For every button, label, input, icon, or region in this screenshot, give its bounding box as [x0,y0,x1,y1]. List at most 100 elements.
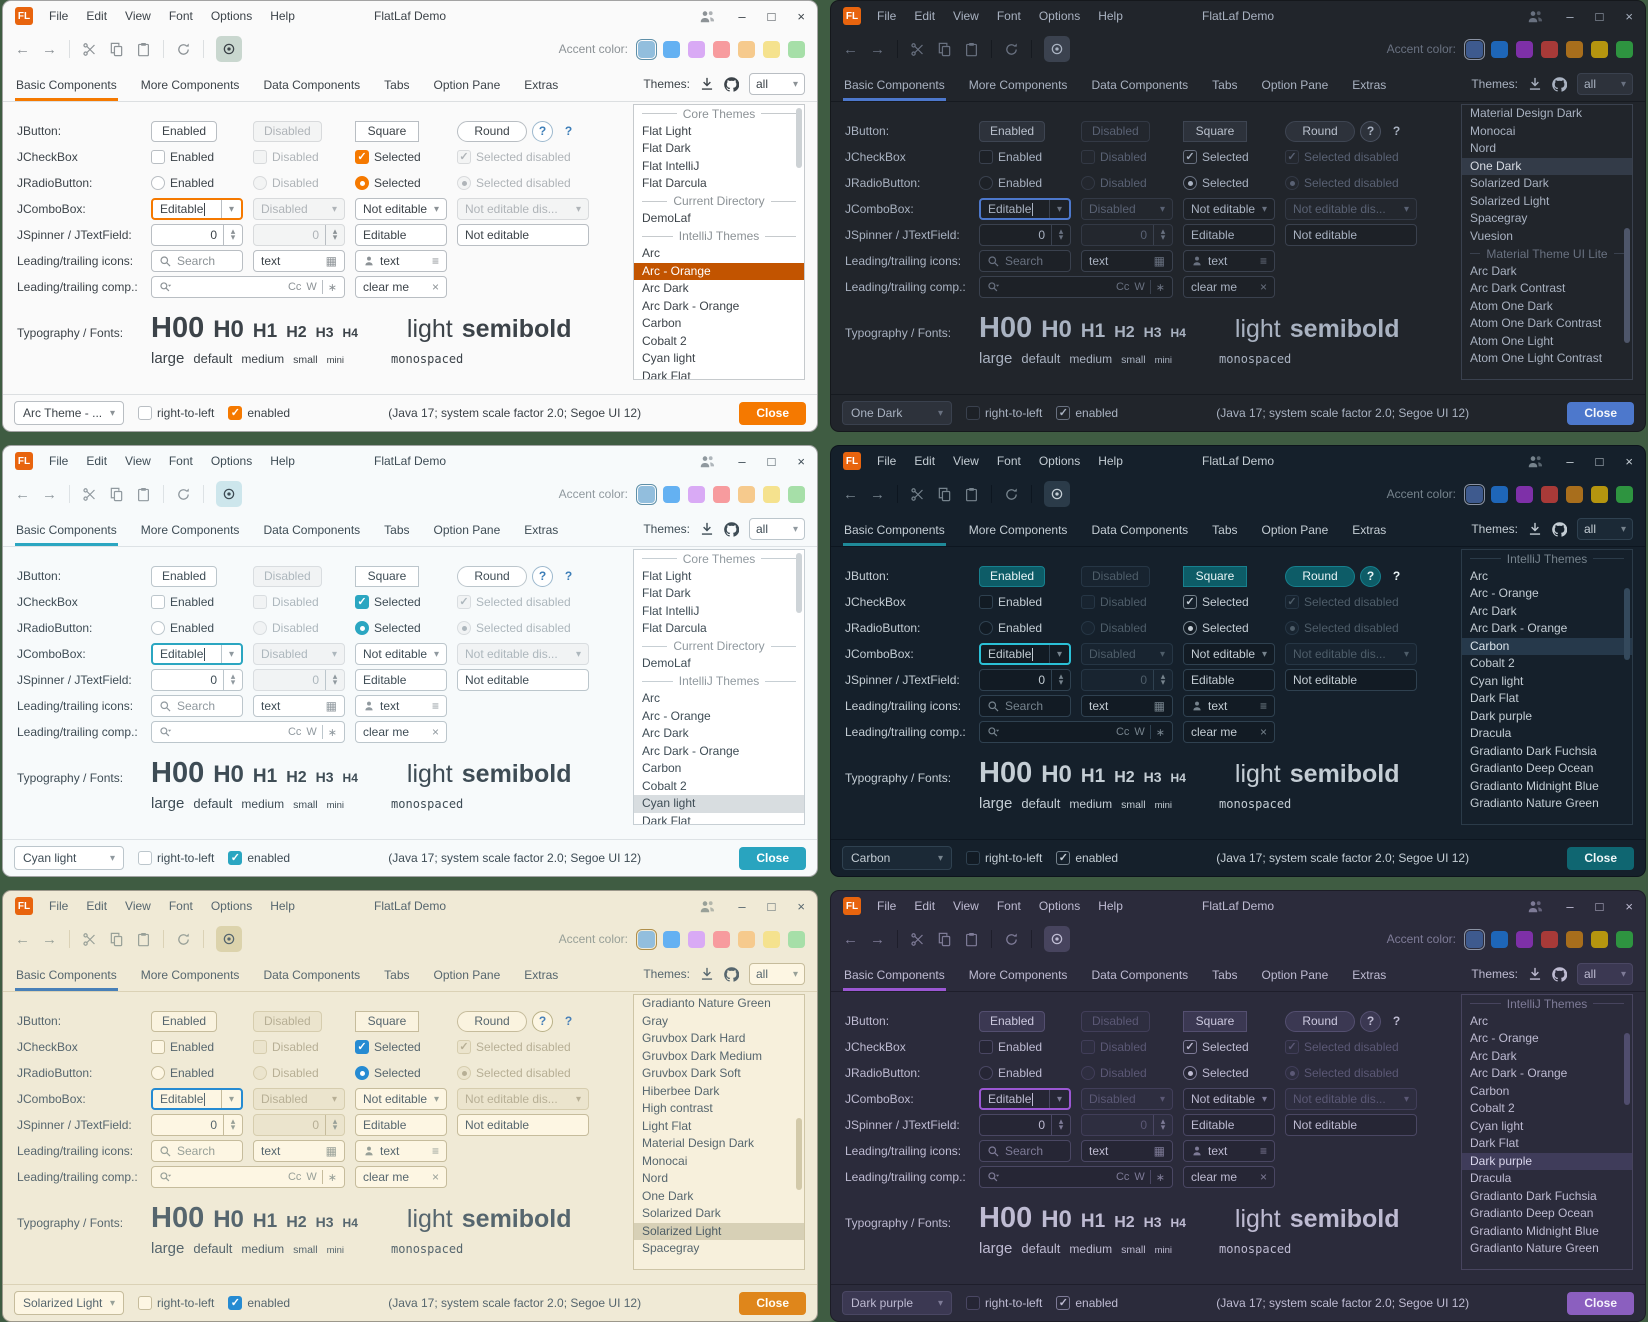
textfield-editable[interactable]: Editable [355,224,447,246]
combobox-arrow-icon[interactable]: ▾ [221,1090,241,1108]
clear-icon[interactable]: × [1259,280,1267,294]
help-button-borderless[interactable]: ? [558,1011,579,1032]
theme-list-item[interactable]: Spacegray [1470,211,1528,225]
text-field-table[interactable]: text ▦ [1081,1140,1173,1162]
theme-list-item[interactable]: Arc - Orange [1470,1031,1539,1045]
close-window-button[interactable]: × [797,8,805,24]
theme-list-item[interactable]: Arc Dark Contrast [1470,281,1566,295]
search-with-dropdown-icon[interactable] [159,1171,172,1184]
github-icon[interactable] [1552,76,1567,92]
checkbox-selected[interactable]: ✓ [1183,595,1197,609]
textfield-not-editable[interactable]: Not editable [1285,1114,1417,1136]
tab-option-pane[interactable]: Option Pane [1261,967,1329,982]
checkbox-selected[interactable]: ✓ [355,1040,369,1054]
radio-enabled[interactable] [979,176,993,190]
themes-filter-select[interactable]: all ▾ [1577,518,1633,540]
theme-list-item[interactable]: One Dark [642,1188,694,1203]
menu-help[interactable]: Help [270,454,295,468]
match-case-icon[interactable]: Cc [1115,1171,1130,1183]
help-button[interactable]: ? [1360,565,1381,587]
combobox-arrow-icon[interactable]: ▾ [1049,1090,1069,1108]
tab-data-components[interactable]: Data Components [263,522,361,537]
theme-list-item[interactable]: Solarized Dark [1470,176,1549,190]
spinner[interactable]: 0 ▴ ▾ [151,224,243,246]
list-scrollbar-thumb[interactable] [796,552,802,613]
theme-list-item[interactable]: Flat Light [642,123,692,138]
theme-list-item[interactable]: Material Design Dark [1470,106,1583,120]
menu-file[interactable]: File [49,9,69,23]
theme-list-item[interactable]: Gradianto Midnight Blue [1470,778,1599,793]
theme-list-item[interactable]: Gradianto Deep Ocean [1470,1206,1594,1220]
theme-list-item[interactable]: Atom One Dark Contrast [1470,316,1602,330]
menu-view[interactable]: View [125,9,151,23]
enabled-checkbox[interactable]: ✓ [228,851,243,865]
enabled-button[interactable]: Enabled [151,1010,218,1032]
search-with-dropdown-icon[interactable] [987,1171,1000,1184]
textfield-not-editable[interactable]: Not editable [457,1114,589,1136]
tab-more-components[interactable]: More Components [968,967,1068,982]
clear-me-field[interactable]: clear me × [1183,1166,1275,1188]
menu-font[interactable]: Font [168,9,193,23]
help-button[interactable]: ? [532,1010,553,1032]
checkbox-enabled[interactable] [979,595,993,609]
theme-list-item[interactable]: Gruvbox Dark Soft [642,1066,741,1080]
forward-button[interactable]: → [870,930,885,948]
theme-list-item[interactable]: Flat IntelliJ [642,603,700,618]
menu-help[interactable]: Help [1098,454,1123,468]
tab-tabs[interactable]: Tabs [384,967,410,982]
close-button[interactable]: Close [739,1291,806,1315]
theme-list-item[interactable]: Flat Light [642,568,692,583]
tab-tabs[interactable]: Tabs [1212,967,1238,982]
theme-list-item[interactable]: Arc - Orange [642,708,711,723]
show-hidden-eye-button[interactable] [216,481,242,507]
match-case-icon[interactable]: Cc [287,281,302,293]
help-button-borderless[interactable]: ? [1386,121,1407,142]
checkbox-selected[interactable]: ✓ [355,150,369,164]
search-field[interactable]: Search [979,1140,1071,1162]
clear-me-field[interactable]: clear me × [355,721,447,743]
menu-file[interactable]: File [877,454,897,468]
help-button[interactable]: ? [1360,1010,1381,1032]
menu-font[interactable]: Font [996,9,1021,23]
back-button[interactable]: ← [15,40,30,58]
menu-options[interactable]: Options [210,899,253,913]
checkbox-enabled[interactable] [151,150,165,164]
accent-swatch-6[interactable] [763,40,780,58]
cut-icon[interactable] [82,42,97,57]
theme-list-item[interactable]: Arc Dark [1470,603,1517,618]
accent-swatch-2[interactable] [663,485,680,503]
back-button[interactable]: ← [843,40,858,58]
theme-list-item[interactable]: Arc Dark - Orange [1470,621,1568,635]
back-button[interactable]: ← [843,485,858,503]
users-icon[interactable] [1527,9,1544,24]
spinner[interactable]: 0 ▴ ▾ [151,669,243,691]
theme-list-item[interactable]: Arc Dark [1470,1048,1517,1063]
accent-swatch-4[interactable] [713,40,730,58]
clear-icon[interactable]: × [431,1170,439,1184]
textfield-editable[interactable]: Editable [1183,1114,1275,1136]
tab-more-components[interactable]: More Components [968,77,1068,92]
show-hidden-eye-button[interactable] [216,36,242,62]
spinner-arrows-icon[interactable]: ▴ ▾ [223,670,242,690]
combobox-editable[interactable]: Editable ▾ [979,198,1071,220]
close-button[interactable]: Close [1567,401,1634,425]
accent-swatch-3[interactable] [688,40,705,58]
minimize-button[interactable]: – [738,898,746,914]
github-icon[interactable] [724,966,739,982]
theme-list-item[interactable]: Arc [1470,568,1488,583]
textfield-editable[interactable]: Editable [1183,669,1275,691]
maximize-button[interactable]: □ [1595,8,1604,24]
accent-swatch-1[interactable] [635,483,658,505]
users-icon[interactable] [1527,454,1544,469]
tab-extras[interactable]: Extras [524,967,559,982]
menu-edit[interactable]: Edit [86,899,108,913]
minimize-button[interactable]: – [1566,8,1574,24]
search-with-dropdown-icon[interactable] [987,281,1000,294]
accent-swatch-5[interactable] [1566,930,1583,948]
close-window-button[interactable]: × [1625,453,1633,469]
users-icon[interactable] [699,9,716,24]
right-to-left-checkbox[interactable] [966,406,980,420]
accent-swatch-3[interactable] [688,930,705,948]
theme-list-item[interactable]: Gray [642,1013,669,1028]
menu-font[interactable]: Font [996,454,1021,468]
